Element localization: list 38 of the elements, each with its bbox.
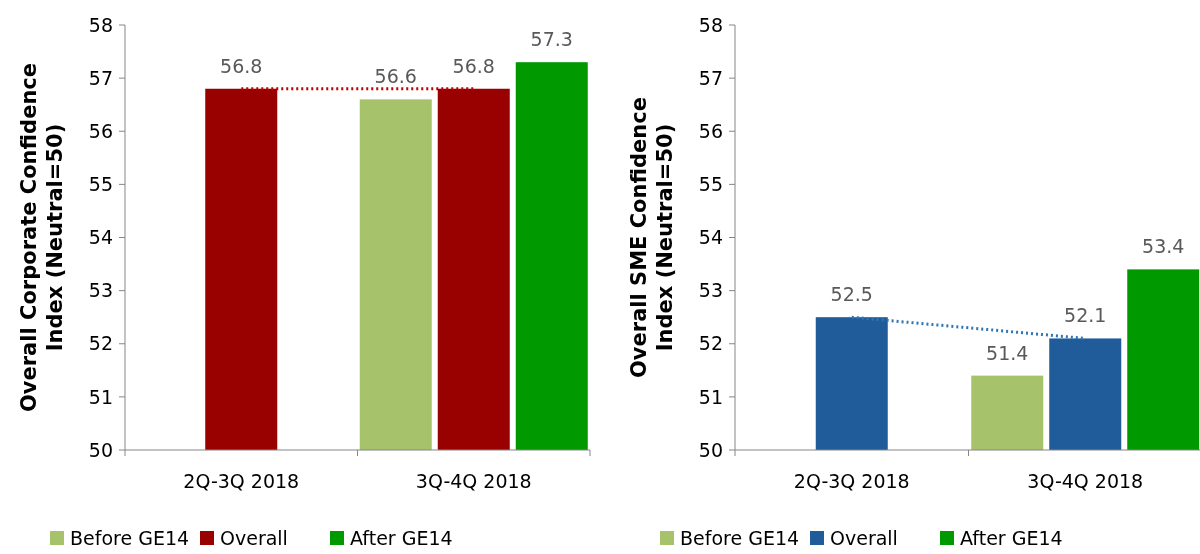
y-tick-label: 53 (698, 279, 723, 302)
y-axis-title: Overall SME Confidence Index (Neutral=50) (627, 97, 677, 378)
data-label: 53.4 (1142, 235, 1185, 258)
x-tick-label: 2Q-3Q 2018 (793, 470, 910, 492)
legend-label: Overall (220, 527, 288, 549)
y-tick-label: 53 (88, 279, 113, 302)
legend-label: After GE14 (350, 527, 453, 549)
y-tick-label: 52 (698, 332, 723, 355)
data-label: 52.5 (830, 283, 873, 306)
y-tick-label: 58 (88, 13, 113, 36)
y-tick-label: 56 (88, 119, 113, 142)
data-label: 51.4 (986, 341, 1029, 364)
y-tick-label: 57 (698, 66, 723, 89)
legend-label: Overall (830, 527, 898, 549)
y-tick-label: 54 (698, 226, 723, 249)
data-label: 56.6 (374, 65, 417, 88)
y-tick-label: 56 (698, 119, 723, 142)
data-label: 56.8 (452, 54, 495, 77)
y-axis-title: Overall Corporate Confidence Index (Neutral=50) (17, 62, 67, 413)
x-tick-label: 3Q-4Q 2018 (415, 470, 532, 492)
y-tick-label: 55 (698, 173, 723, 196)
data-label: 57.3 (530, 28, 573, 51)
x-tick-label: 2Q-3Q 2018 (183, 470, 300, 492)
legend-label: Before GE14 (70, 527, 190, 549)
y-tick-label: 54 (88, 226, 113, 249)
x-tick-label: 3Q-4Q 2018 (1027, 470, 1144, 492)
y-tick-label: 58 (698, 13, 723, 36)
data-label: 56.8 (220, 54, 263, 77)
data-label: 52.1 (1064, 304, 1107, 327)
legend-label: After GE14 (960, 527, 1063, 549)
y-tick-label: 55 (88, 173, 113, 196)
y-tick-label: 51 (88, 385, 113, 408)
y-tick-label: 52 (88, 332, 113, 355)
y-tick-label: 57 (88, 66, 113, 89)
y-tick-label: 50 (698, 438, 723, 461)
y-tick-label: 50 (88, 438, 113, 461)
legend-label: Before GE14 (680, 527, 800, 549)
y-tick-label: 51 (698, 385, 723, 408)
